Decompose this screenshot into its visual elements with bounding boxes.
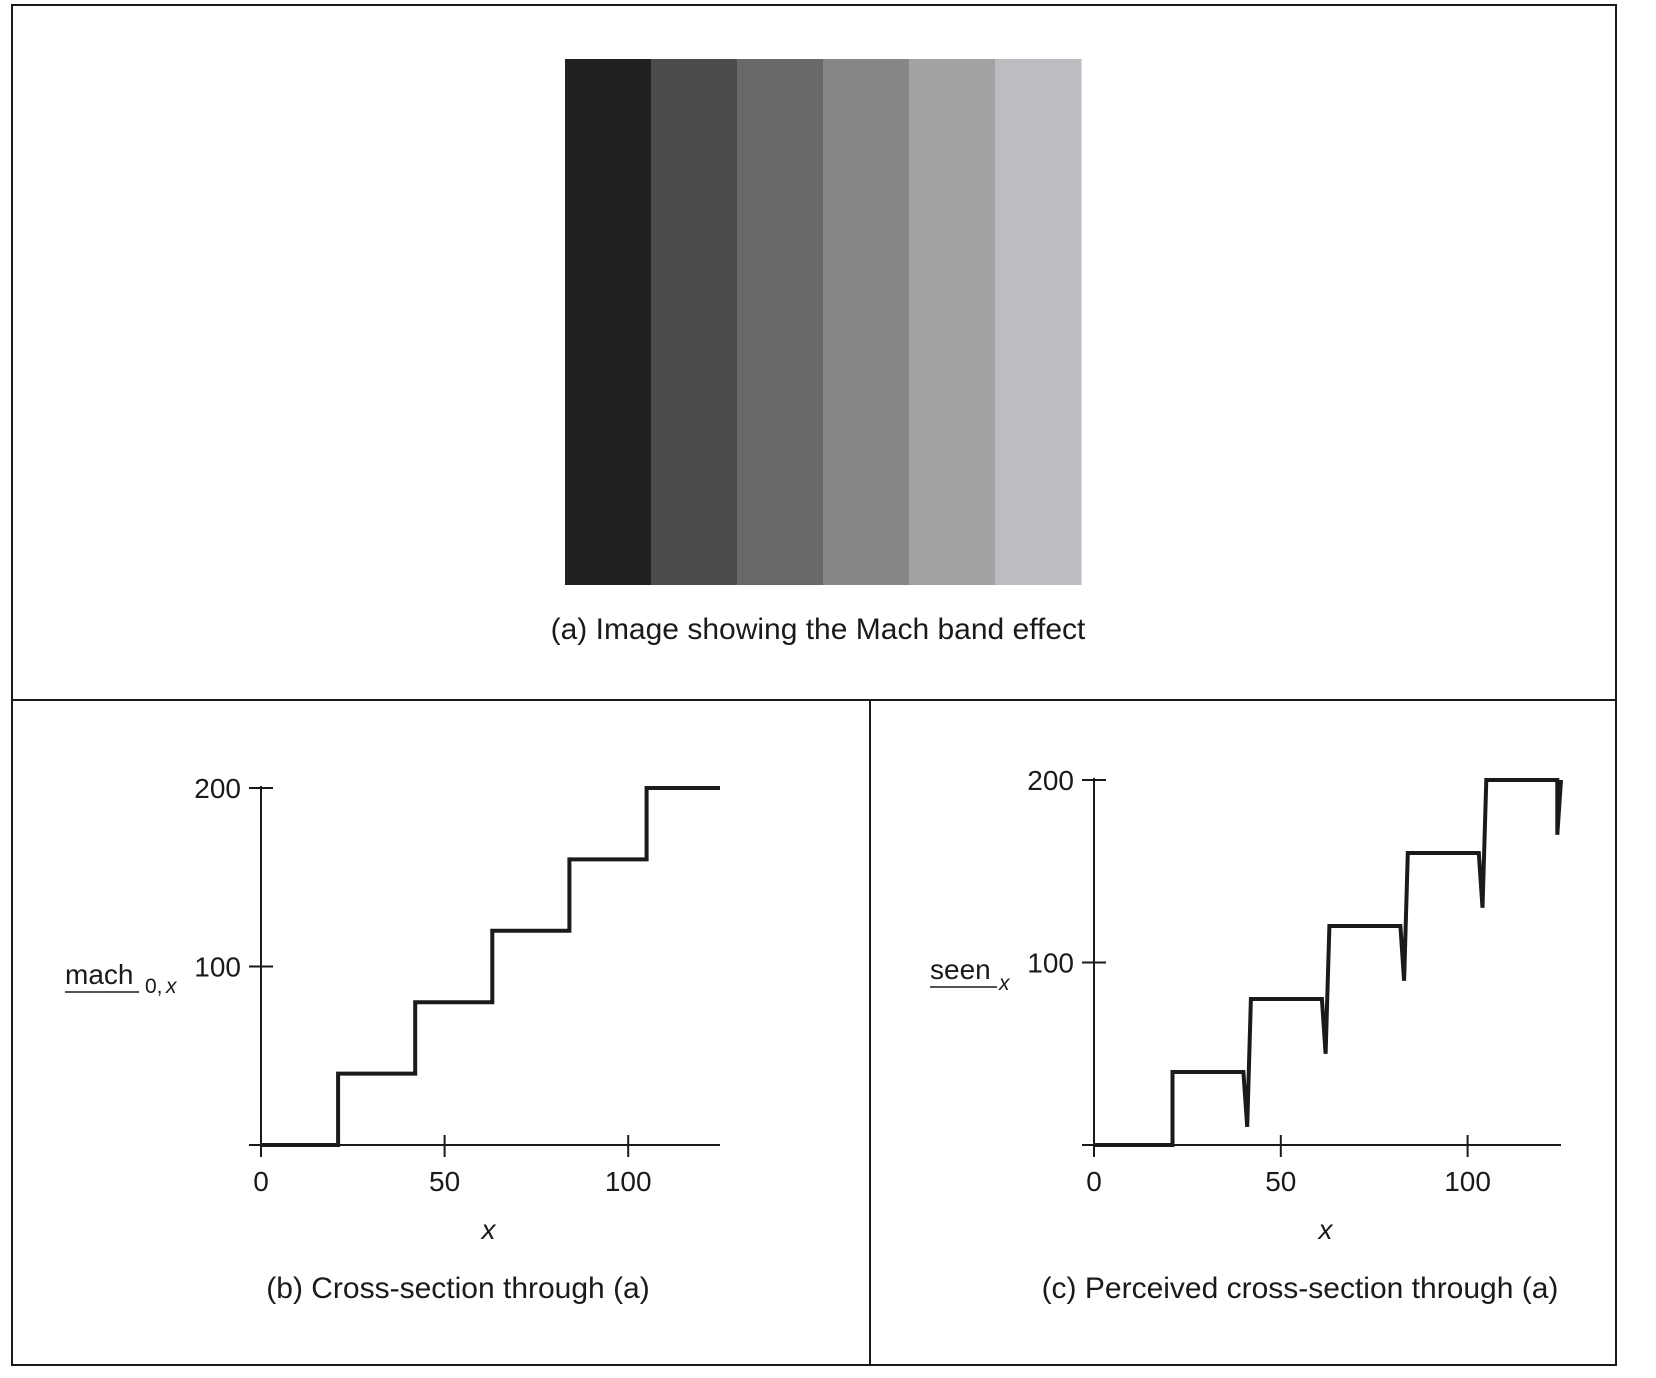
chart-cross-section: 0 50 100 100 200 x bbox=[194, 773, 720, 1245]
chart-c-xtick-label-0: 0 bbox=[1086, 1166, 1102, 1197]
caption-c: (c) Perceived cross-section through (a) bbox=[1042, 1272, 1559, 1305]
ylabel-c: seen x bbox=[930, 954, 1011, 995]
chart-c-xtick-label-50: 50 bbox=[1265, 1166, 1296, 1197]
band-1 bbox=[565, 59, 652, 585]
ylabel-c-main: seen bbox=[930, 954, 991, 985]
caption-a: (a) Image showing the Mach band effect bbox=[551, 613, 1086, 646]
ylabel-b-var: x bbox=[165, 975, 178, 998]
ylabel-b-main: mach bbox=[65, 959, 133, 990]
chart-b-ytick-label-200: 200 bbox=[194, 773, 241, 804]
figure-frame bbox=[11, 4, 1617, 1366]
chart-b-ytick-label-100: 100 bbox=[194, 952, 241, 983]
chart-c-ytick-label-200: 200 bbox=[1027, 765, 1074, 796]
chart-b-xtick-label-100: 100 bbox=[605, 1166, 652, 1197]
band-4 bbox=[823, 59, 910, 585]
chart-c-xtick-label-100: 100 bbox=[1444, 1166, 1491, 1197]
band-5 bbox=[909, 59, 996, 585]
band-3 bbox=[737, 59, 824, 585]
band-2 bbox=[651, 59, 738, 585]
chart-perceived-cross-section: 0 50 100 100 200 x bbox=[1027, 765, 1563, 1245]
chart-c-series-line bbox=[1094, 778, 1563, 1147]
chart-b-xlabel: x bbox=[480, 1214, 497, 1245]
chart-b-xtick-label-50: 50 bbox=[429, 1166, 460, 1197]
chart-c-xlabel: x bbox=[1317, 1214, 1334, 1245]
chart-b-series-line bbox=[261, 786, 720, 1147]
caption-b: (b) Cross-section through (a) bbox=[266, 1272, 649, 1305]
chart-b-xtick-label-0: 0 bbox=[253, 1166, 269, 1197]
band-6 bbox=[995, 59, 1082, 585]
chart-c-ytick-label-100: 100 bbox=[1027, 948, 1074, 979]
mach-band-image bbox=[565, 59, 1082, 585]
ylabel-c-var: x bbox=[998, 972, 1011, 995]
ylabel-b: mach 0, x bbox=[65, 959, 178, 998]
ylabel-b-sub: 0, bbox=[145, 975, 163, 998]
